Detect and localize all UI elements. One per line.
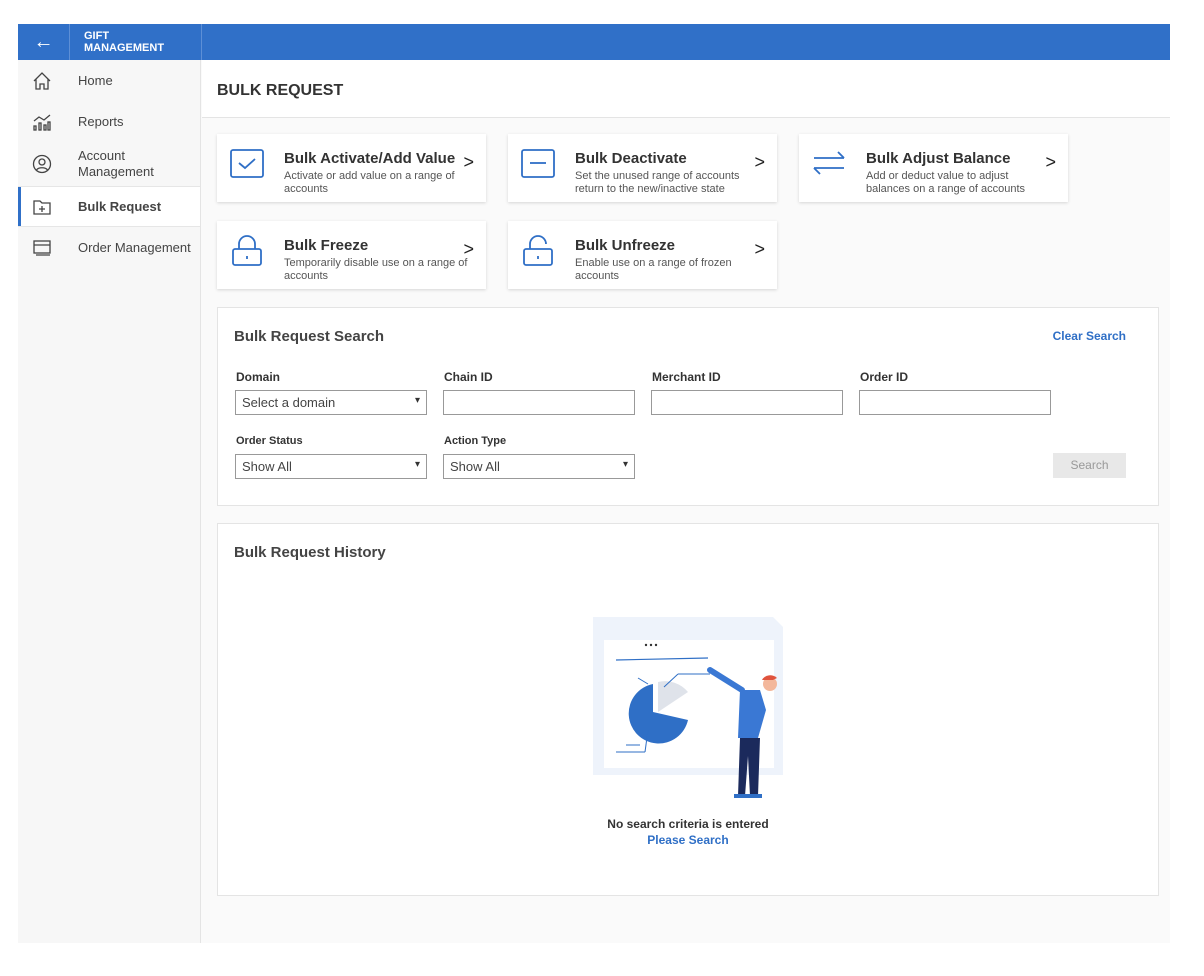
back-arrow-icon[interactable]: ← <box>18 24 70 60</box>
chain-id-input[interactable] <box>443 390 635 415</box>
folder-plus-icon <box>33 199 51 215</box>
card-description: Enable use on a range of frozen accounts <box>575 257 732 282</box>
merchant-id-label: Merchant ID <box>652 370 721 384</box>
brand-line: GIFT <box>84 30 110 42</box>
minus-box-icon <box>521 149 555 178</box>
please-search-link[interactable]: Please Search <box>647 833 729 847</box>
chevron-right-icon: > <box>463 239 474 259</box>
search-panel: Bulk Request Search Clear Search Domain … <box>217 307 1159 506</box>
action-type-value: Show All <box>450 459 500 474</box>
bulk-deactivate-card[interactable]: Bulk Deactivate Set the unused range of a… <box>508 134 777 202</box>
order-status-value: Show All <box>242 459 292 474</box>
brand: GIFT MANAGEMENT <box>84 30 164 54</box>
card-title: Bulk Adjust Balance <box>866 150 1011 167</box>
sidebar: Home Reports Account Management Bulk Req… <box>18 60 201 943</box>
search-button[interactable]: Search <box>1053 453 1126 478</box>
sidebar-item-reports[interactable]: Reports <box>18 101 200 142</box>
main: BULK REQUEST Bulk Activate/Add Value Acti… <box>202 60 1170 943</box>
card-title: Bulk Freeze <box>284 237 369 254</box>
sidebar-item-label: Order Management <box>78 239 191 255</box>
lock-icon <box>232 235 262 266</box>
card-description: Add or deduct value to adjust balances o… <box>866 170 1026 195</box>
sidebar-item-bulk-request[interactable]: Bulk Request <box>18 186 200 227</box>
domain-label: Domain <box>236 370 281 384</box>
home-icon <box>33 71 51 90</box>
sidebar-item-label: Reports <box>78 113 124 129</box>
history-panel: Bulk Request History No search criteria … <box>217 523 1159 896</box>
sidebar-item-label: Account Management <box>78 148 154 179</box>
sidebar-item-account-management[interactable]: Account Management <box>18 142 200 186</box>
chevron-right-icon: > <box>754 239 765 259</box>
chevron-right-icon: > <box>1045 152 1056 172</box>
card-title: Bulk Activate/Add Value <box>284 150 456 167</box>
bulk-adjust-balance-card[interactable]: Bulk Adjust Balance Add or deduct value t… <box>799 134 1068 202</box>
top-bar: ← GIFT MANAGEMENT <box>18 24 1170 60</box>
merchant-id-input[interactable] <box>651 390 843 415</box>
sidebar-item-order-management[interactable]: Order Management <box>18 227 200 268</box>
bulk-unfreeze-card[interactable]: Bulk Unfreeze Enable use on a range of fr… <box>508 221 777 289</box>
domain-select[interactable]: Select a domain <box>235 390 427 415</box>
divider <box>201 24 202 60</box>
order-id-input[interactable] <box>859 390 1051 415</box>
sidebar-item-home[interactable]: Home <box>18 60 200 101</box>
empty-state-message: No search criteria is entered <box>607 817 769 831</box>
panel-title: Bulk Request Search <box>234 328 385 345</box>
sidebar-item-label: Home <box>78 72 113 88</box>
order-id-label: Order ID <box>860 370 909 384</box>
page-title: BULK REQUEST <box>202 60 1170 118</box>
domain-value: Select a domain <box>242 395 336 410</box>
clear-search-link[interactable]: Clear Search <box>1052 329 1126 343</box>
reports-icon <box>33 114 51 131</box>
card-title: Bulk Deactivate <box>575 150 687 167</box>
action-type-label: Action Type <box>444 435 507 447</box>
card-title: Bulk Unfreeze <box>575 237 676 254</box>
empty-state-illustration <box>593 617 783 798</box>
checkbox-icon <box>230 149 264 178</box>
chevron-right-icon: > <box>754 152 765 172</box>
bulk-freeze-card[interactable]: Bulk Freeze Temporarily disable use on a … <box>217 221 486 289</box>
panel-title: Bulk Request History <box>234 544 386 561</box>
card-description: Activate or add value on a range of acco… <box>284 170 455 195</box>
chain-id-label: Chain ID <box>444 370 493 384</box>
order-status-select[interactable]: Show All <box>235 454 427 479</box>
order-status-label: Order Status <box>236 435 303 447</box>
card-description: Set the unused range of accounts return … <box>575 170 740 195</box>
app: ← GIFT MANAGEMENT Home Reports Account Ma… <box>18 24 1170 943</box>
swap-arrows-icon <box>813 151 845 175</box>
brand-line: MANAGEMENT <box>84 42 165 54</box>
bulk-activate-card[interactable]: Bulk Activate/Add Value Activate or add v… <box>217 134 486 202</box>
card-icon <box>33 239 51 256</box>
user-circle-icon <box>32 154 52 174</box>
sidebar-item-label: Bulk Request <box>78 198 162 214</box>
unlock-icon <box>523 235 553 266</box>
chevron-right-icon: > <box>463 152 474 172</box>
action-type-select[interactable]: Show All <box>443 454 635 479</box>
card-description: Temporarily disable use on a range of ac… <box>284 257 468 282</box>
